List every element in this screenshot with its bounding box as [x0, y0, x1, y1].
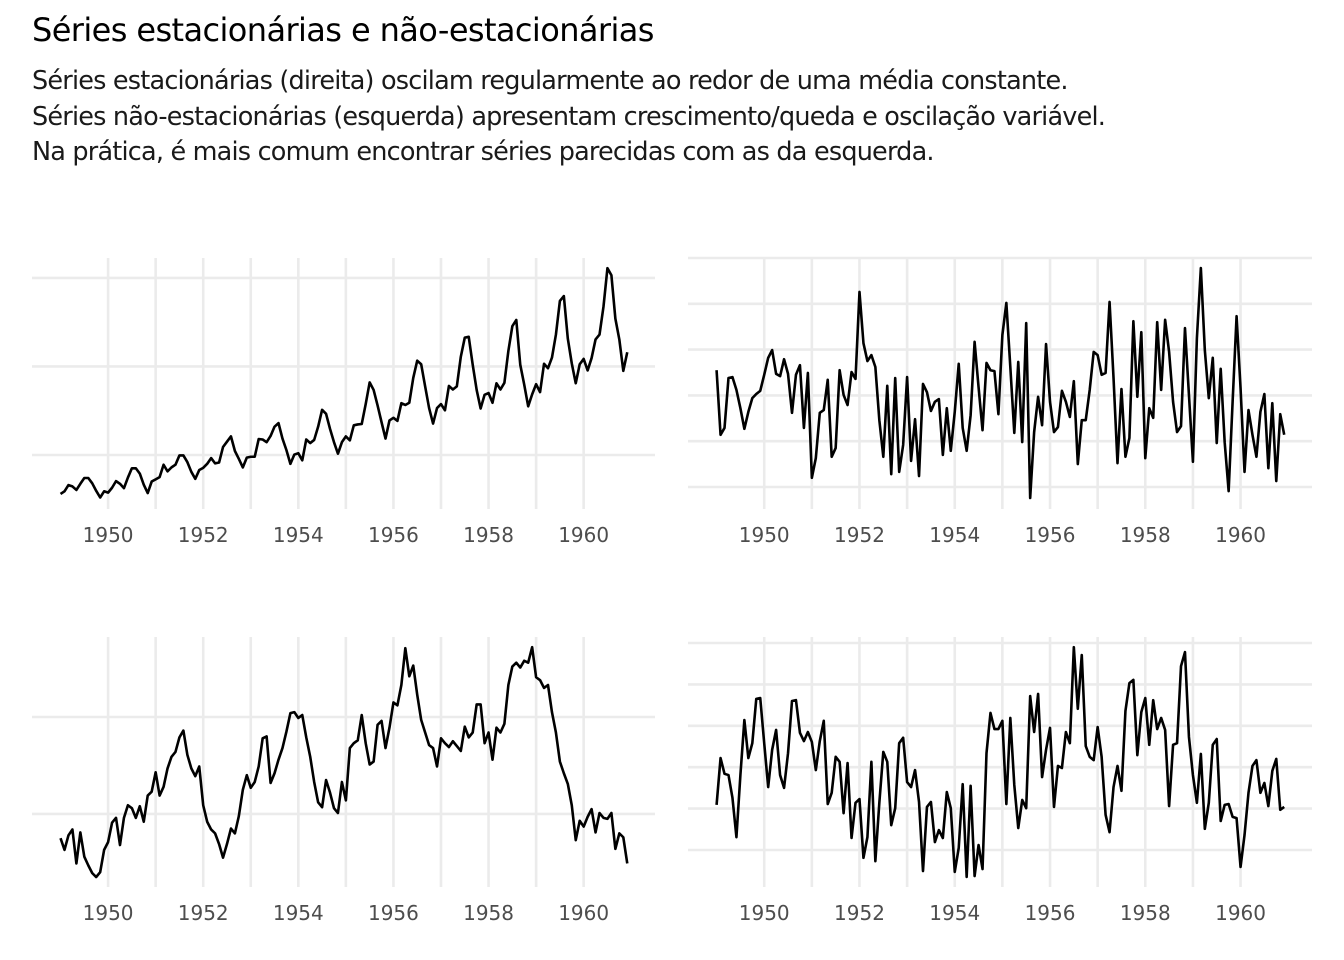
panel-bottom-left: 1950 1952 1954 1956 1958 1960: [32, 637, 655, 925]
subtitle-line-3: Na prática, é mais comum encontrar série…: [32, 137, 935, 167]
x-tick-label: 1954: [273, 523, 324, 547]
chart-subtitle: Séries estacionárias (direita) oscilam r…: [32, 64, 1106, 171]
x-tick-label: 1950: [83, 901, 134, 925]
x-tick-label: 1958: [1120, 901, 1171, 925]
series-line: [715, 266, 1286, 500]
x-tick-label: 1950: [739, 523, 790, 547]
x-tick-label: 1958: [1120, 523, 1171, 547]
x-tick-label: 1954: [929, 901, 980, 925]
series-line: [59, 266, 629, 499]
panel-top-left: 1950 1952 1954 1956 1958 1960: [32, 258, 655, 547]
x-tick-label: 1950: [83, 523, 134, 547]
x-tick-label: 1958: [463, 523, 514, 547]
x-tick-label: 1954: [273, 901, 324, 925]
subtitle-line-1: Séries estacionárias (direita) oscilam r…: [32, 66, 1068, 96]
x-tick-label: 1952: [834, 901, 885, 925]
subtitle-line-2: Séries não-estacionárias (esquerda) apre…: [32, 101, 1106, 132]
x-tick-label: 1956: [1025, 901, 1076, 925]
series-line: [59, 645, 629, 879]
x-tick-label: 1952: [178, 523, 229, 547]
chart-title: Séries estacionárias e não-estacionárias: [32, 11, 654, 49]
x-tick-label: 1958: [463, 901, 514, 925]
x-tick-label: 1952: [178, 901, 229, 925]
x-tick-label: 1960: [558, 523, 609, 547]
x-tick-label: 1960: [1215, 523, 1266, 547]
x-tick-label: 1956: [1025, 523, 1076, 547]
x-tick-label: 1954: [929, 523, 980, 547]
x-tick-label: 1950: [739, 901, 790, 925]
panel-bottom-right: 1950 1952 1954 1956 1958 1960: [688, 637, 1312, 925]
x-tick-label: 1952: [834, 523, 885, 547]
x-tick-label: 1960: [1215, 901, 1266, 925]
x-tick-label: 1956: [368, 901, 419, 925]
series-line: [715, 645, 1285, 879]
x-tick-label: 1956: [368, 523, 419, 547]
x-tick-label: 1960: [558, 901, 609, 925]
panel-top-right: 1950 1952 1954 1956 1958 1960: [688, 256, 1312, 547]
